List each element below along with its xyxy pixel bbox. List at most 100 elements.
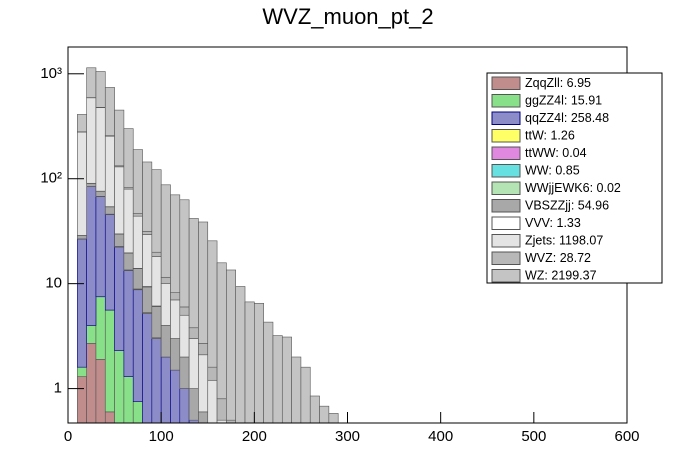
bar: [104, 87, 115, 136]
bar: [235, 286, 246, 424]
legend-swatch: [491, 76, 521, 90]
bar: [114, 109, 125, 167]
bar: [132, 268, 143, 290]
bar: [123, 188, 134, 254]
bar: [170, 369, 181, 424]
legend-label: WW: 0.85: [525, 164, 580, 178]
x-tick-label: 600: [614, 428, 639, 445]
bar: [170, 338, 181, 371]
bar: [86, 343, 97, 424]
chart-title: WVZ_muon_pt_2: [262, 4, 433, 29]
bar: [281, 336, 292, 424]
legend-label: qqZZ4l: 258.48: [525, 111, 609, 125]
bar: [104, 411, 115, 424]
bar: [179, 199, 190, 308]
bar: [142, 286, 153, 313]
bar: [216, 262, 227, 400]
bar: [132, 215, 143, 269]
bar: [142, 231, 153, 235]
legend-swatch: [491, 129, 521, 143]
bar: [95, 359, 106, 424]
axes: 0 100 200 300 400 500 600 1 10 10² 10³ ZqqZll: 6.95…: [40, 46, 663, 445]
bar: [188, 388, 199, 421]
bar: [95, 71, 106, 108]
bar: [86, 97, 97, 184]
bar: [207, 379, 218, 424]
bar: [198, 343, 209, 356]
bar: [160, 325, 171, 358]
bar: [95, 107, 106, 192]
bar: [216, 398, 227, 421]
bar: [226, 269, 236, 421]
bar: [132, 213, 143, 217]
x-tick-label: 300: [335, 428, 360, 445]
x-tick-label: 100: [149, 428, 174, 445]
bar: [198, 221, 209, 344]
bar: [151, 306, 162, 339]
x-tick-label: 400: [428, 428, 453, 445]
legend-label: Zjets: 1198.07: [525, 234, 603, 248]
bar: [123, 270, 134, 377]
legend-swatch: [491, 146, 521, 160]
bar: [300, 366, 311, 424]
bar: [132, 149, 143, 214]
bars: [77, 67, 339, 424]
bar: [114, 350, 125, 424]
legend-swatch: [491, 94, 521, 108]
legend-label: WWjjEWK6: 0.02: [525, 181, 621, 195]
legend-swatch: [491, 234, 521, 248]
bar: [142, 161, 153, 232]
x-tick-label: 200: [242, 428, 267, 445]
bar: [86, 183, 97, 187]
bar: [95, 196, 106, 298]
bar: [123, 252, 134, 271]
bar: [77, 366, 87, 377]
legend-swatch: [491, 111, 521, 125]
legend-label: VBSZZjj: 54.96: [525, 199, 609, 213]
x-tick-label: 0: [64, 428, 72, 445]
bar: [151, 338, 162, 424]
bar: [179, 314, 190, 358]
bar: [198, 411, 209, 424]
bar: [104, 206, 115, 215]
bar: [272, 335, 283, 424]
bar: [160, 283, 171, 326]
bar: [170, 194, 181, 294]
bar: [170, 299, 181, 339]
bar: [104, 309, 115, 413]
bar: [170, 292, 181, 301]
legend-box: [486, 72, 663, 284]
bar: [77, 131, 87, 236]
bar: [114, 166, 125, 235]
y-tick-label: 10: [45, 275, 62, 292]
bar: [188, 338, 199, 389]
bar: [160, 356, 171, 424]
bar: [207, 366, 218, 381]
legend-swatch: [491, 216, 521, 230]
bar: [132, 289, 143, 403]
bar: [198, 354, 209, 413]
bar: [142, 313, 153, 424]
bar: [132, 401, 143, 424]
bar: [77, 376, 87, 424]
bar: [207, 240, 218, 368]
bar: [151, 251, 162, 257]
legend-label: VVV: 1.33: [525, 216, 581, 230]
bar: [86, 186, 97, 326]
bar: [263, 321, 274, 424]
bar: [188, 327, 199, 339]
bar: [86, 67, 97, 98]
bar: [114, 246, 125, 351]
legend-swatch: [491, 269, 521, 283]
legend-swatch: [491, 251, 521, 265]
bar: [151, 169, 162, 253]
legend-swatch: [491, 164, 521, 178]
bar: [291, 356, 302, 424]
bar: [179, 306, 190, 316]
bar: [104, 135, 115, 207]
legend-label: WVZ: 28.72: [525, 251, 591, 265]
y-tick-label: 10²: [40, 170, 62, 187]
legend-label: ggZZ4l: 15.91: [525, 94, 602, 108]
bar: [123, 128, 134, 188]
